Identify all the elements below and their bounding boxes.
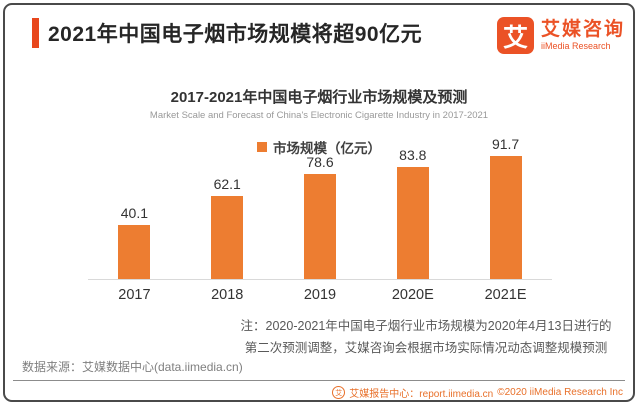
iimedia-badge-icon: 艾 — [332, 386, 346, 399]
iimedia-logo-icon: 艾 — [496, 17, 534, 54]
chart-note: 注：2020-2021年中国电子烟行业市场规模为2020年4月13日进行的 第二… — [240, 315, 612, 359]
note-line-1: 注：2020-2021年中国电子烟行业市场规模为2020年4月13日进行的 — [240, 319, 612, 333]
page-title: 2021年中国电子烟市场规模将超90亿元 — [48, 23, 423, 46]
footer-copyright: ©2020 iiMedia Research Inc — [497, 387, 623, 398]
bar-value-label: 62.1 — [213, 176, 241, 192]
bar-column: 40.1 — [88, 126, 181, 279]
x-axis: 2017 2018 2019 2020E 2021E — [88, 287, 552, 303]
x-axis-label: 2020E — [391, 287, 434, 303]
x-axis-label: 2021E — [484, 287, 527, 303]
bar — [211, 196, 244, 279]
footer: 艾 艾媒报告中心：report.iimedia.cn ©2020 iiMedia… — [332, 385, 623, 400]
x-axis-label: 2017 — [118, 287, 151, 303]
chart-legend: 市场规模（亿元） — [5, 137, 633, 157]
bar-value-label: 78.6 — [306, 154, 334, 170]
header: 2021年中国电子烟市场规模将超90亿元 — [32, 18, 422, 48]
logo-text: 艾媒咨询 iiMedia Research — [540, 18, 625, 52]
bar-column: 78.6 — [274, 126, 367, 279]
bar — [396, 167, 429, 279]
legend-swatch-icon — [257, 142, 267, 152]
x-axis-label: 2019 — [303, 287, 337, 303]
footer-report-link[interactable]: 艾媒报告中心：report.iimedia.cn — [349, 389, 494, 400]
bar-value-label: 91.7 — [491, 136, 520, 152]
bar — [489, 156, 522, 279]
legend-label: 市场规模（亿元） — [273, 141, 381, 156]
chart-subtitle: Market Scale and Forecast of China's Ele… — [149, 110, 489, 121]
data-source: 数据来源：艾媒数据中心(data.iimedia.cn) — [22, 360, 243, 374]
x-axis-label: 2018 — [211, 287, 244, 303]
bar — [303, 174, 336, 279]
bar-value-label: 40.1 — [120, 205, 149, 221]
bar-column: 91.7 — [459, 126, 552, 279]
logo-name-en: iiMedia Research — [540, 40, 611, 51]
report-card: 2021年中国电子烟市场规模将超90亿元 艾 艾媒咨询 iiMedia Rese… — [3, 3, 635, 402]
iimedia-logo: 艾 艾媒咨询 iiMedia Research — [496, 17, 625, 54]
chart-title: 2017-2021年中国电子烟行业市场规模及预测 — [170, 89, 468, 106]
bar-column: 83.8 — [366, 126, 459, 279]
plot-area: 40.1 62.1 78.6 83.8 91.7 — [88, 126, 552, 280]
bar — [118, 225, 151, 279]
note-line-2: 第二次预测调整，艾媒咨询会根据市场实际情况动态调整规模预测 — [244, 341, 608, 355]
bar-column: 62.1 — [181, 126, 274, 279]
bar-value-label: 83.8 — [399, 147, 427, 163]
title-accent-bar — [32, 18, 39, 48]
logo-name-cn: 艾媒咨询 — [540, 18, 625, 40]
footer-divider — [13, 380, 625, 381]
